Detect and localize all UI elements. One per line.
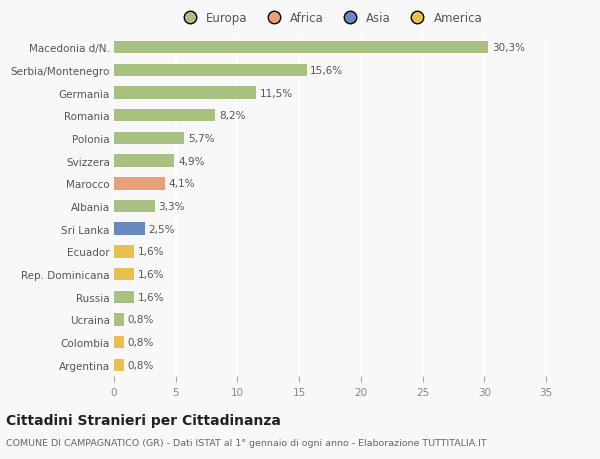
Text: 0,8%: 0,8% — [128, 360, 154, 370]
Bar — [114, 110, 215, 122]
Bar — [114, 268, 134, 281]
Text: COMUNE DI CAMPAGNATICO (GR) - Dati ISTAT al 1° gennaio di ogni anno - Elaborazio: COMUNE DI CAMPAGNATICO (GR) - Dati ISTAT… — [6, 438, 487, 448]
Text: 1,6%: 1,6% — [137, 247, 164, 257]
Text: 4,9%: 4,9% — [178, 156, 205, 166]
Text: 8,2%: 8,2% — [219, 111, 245, 121]
Text: 3,3%: 3,3% — [158, 202, 185, 212]
Bar — [114, 223, 145, 235]
Text: 11,5%: 11,5% — [260, 88, 293, 98]
Bar — [114, 155, 175, 168]
Bar — [114, 313, 124, 326]
Text: 15,6%: 15,6% — [310, 66, 343, 76]
Text: 1,6%: 1,6% — [137, 292, 164, 302]
Text: 30,3%: 30,3% — [491, 43, 524, 53]
Text: 1,6%: 1,6% — [137, 269, 164, 280]
Text: 2,5%: 2,5% — [149, 224, 175, 234]
Text: 0,8%: 0,8% — [128, 315, 154, 325]
Text: Cittadini Stranieri per Cittadinanza: Cittadini Stranieri per Cittadinanza — [6, 413, 281, 427]
Bar — [114, 359, 124, 371]
Bar — [114, 42, 488, 54]
Bar — [114, 132, 184, 145]
Bar — [114, 64, 307, 77]
Bar — [114, 178, 164, 190]
Bar — [114, 291, 134, 303]
Text: 5,7%: 5,7% — [188, 134, 215, 144]
Legend: Europa, Africa, Asia, America: Europa, Africa, Asia, America — [175, 10, 485, 28]
Bar — [114, 246, 134, 258]
Bar — [114, 87, 256, 100]
Bar — [114, 336, 124, 349]
Bar — [114, 200, 155, 213]
Text: 4,1%: 4,1% — [169, 179, 195, 189]
Text: 0,8%: 0,8% — [128, 337, 154, 347]
